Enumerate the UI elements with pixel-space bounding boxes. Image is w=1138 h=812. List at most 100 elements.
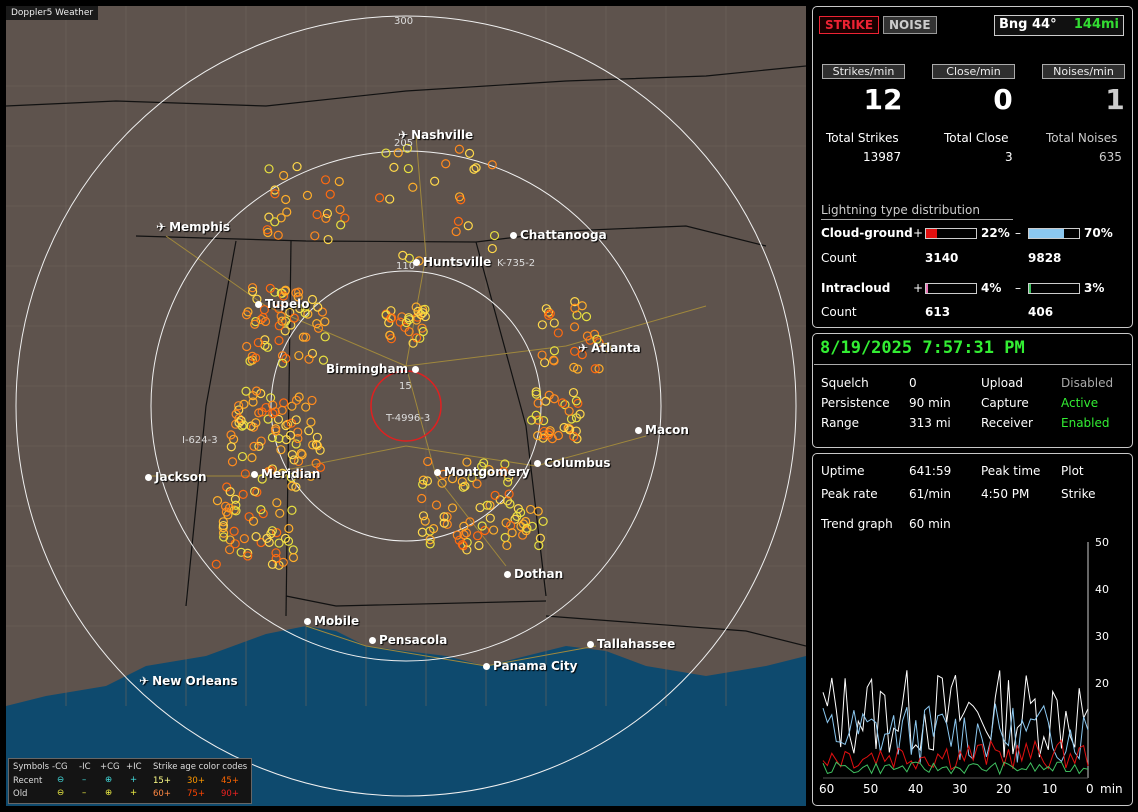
strike-marker <box>385 194 395 204</box>
strike-marker <box>315 462 326 472</box>
strike-marker <box>568 387 579 398</box>
strike-marker <box>270 189 280 199</box>
trend-graph-label: Trend graph <box>821 517 893 531</box>
strike-marker <box>223 510 233 520</box>
legend-age-label: Strike age color codes <box>153 762 248 772</box>
recent-pos-ic-icon: + <box>130 775 138 785</box>
strike-marker <box>565 425 575 435</box>
strike-marker <box>531 387 541 397</box>
city-dot-icon <box>434 469 441 476</box>
strike-marker <box>301 402 311 412</box>
strike-marker <box>592 334 602 344</box>
trend-graph-span: 60 min <box>909 517 951 531</box>
strike-marker <box>417 527 427 537</box>
airport-icon: ✈ <box>139 674 150 688</box>
strike-marker <box>278 358 288 368</box>
city-dot-icon <box>635 427 642 434</box>
strike-marker <box>294 392 304 402</box>
range-value: 313 mi <box>909 416 951 430</box>
strike-marker <box>323 234 333 245</box>
strike-marker <box>393 148 403 158</box>
city-mobile: Mobile <box>304 614 359 628</box>
strike-marker <box>251 532 261 542</box>
strike-marker <box>212 496 223 506</box>
strike-marker <box>292 161 302 172</box>
legend-pos-cg: +CG <box>100 762 120 772</box>
strike-marker <box>531 389 541 399</box>
strike-marker <box>340 213 350 223</box>
city-dot-icon <box>369 637 376 644</box>
strike-marker <box>439 512 449 522</box>
strike-marker <box>312 432 322 442</box>
strike-marker <box>312 319 322 329</box>
strike-marker <box>263 342 273 352</box>
strike-marker <box>463 221 473 231</box>
ic-positive-pct: 4% <box>981 281 1002 295</box>
receiver-label: Receiver <box>981 416 1033 430</box>
lightning-map[interactable]: Doppler5 Weather 300 205 110 15 I-624-3 … <box>6 6 806 806</box>
strike-marker <box>276 445 286 455</box>
noise-mode-button[interactable]: NOISE <box>883 16 937 34</box>
strike-marker <box>487 243 497 254</box>
ring-label-205: 205 <box>394 138 414 149</box>
upload-status: Disabled <box>1061 376 1114 390</box>
recent-pos-cg-icon: ⊕ <box>105 775 113 785</box>
strike-marker <box>539 426 549 437</box>
strike-marker <box>387 313 397 323</box>
plot-label: Plot <box>1061 464 1084 478</box>
strike-marker <box>306 417 316 427</box>
strike-marker <box>230 494 241 504</box>
city-dot-icon <box>587 641 594 648</box>
strike-marker <box>389 162 399 172</box>
strike-marker <box>472 479 482 489</box>
strike-marker <box>301 332 311 342</box>
strike-marker <box>218 517 228 527</box>
strike-legend: Symbols -CG -IC +CG +IC Strike age color… <box>8 758 252 804</box>
trend-line <box>822 761 1089 776</box>
strike-marker <box>291 415 301 425</box>
cg-negative-count: 9828 <box>1028 251 1062 265</box>
strike-marker <box>437 478 447 488</box>
strike-marker <box>282 207 292 217</box>
strike-marker <box>477 521 487 531</box>
strike-marker <box>572 310 582 320</box>
strike-marker <box>537 320 547 330</box>
age-90: 90+ <box>221 789 239 799</box>
strike-marker <box>533 506 543 516</box>
strike-marker <box>306 471 316 481</box>
strike-marker <box>479 458 489 468</box>
strike-marker <box>256 436 266 446</box>
cg-positive-count: 3140 <box>925 251 959 265</box>
city-jackson: Jackson <box>145 470 207 484</box>
strike-marker <box>280 326 290 336</box>
city-dot-icon <box>251 471 258 478</box>
airport-icon: ✈ <box>578 341 589 355</box>
strike-mode-button[interactable]: STRIKE <box>819 16 880 34</box>
strike-marker <box>460 481 470 491</box>
strike-marker <box>515 507 526 518</box>
strike-marker <box>581 312 592 322</box>
plot-type-value[interactable]: Strike <box>1061 487 1096 501</box>
strike-marker <box>569 362 579 372</box>
strike-marker <box>313 302 323 312</box>
strike-marker <box>274 321 284 331</box>
city-new-orleans: ✈ New Orleans <box>139 674 238 688</box>
city-dot-icon <box>304 618 311 625</box>
city-dot-icon <box>483 663 490 670</box>
strike-marker <box>321 213 331 223</box>
strike-marker <box>322 208 332 219</box>
strike-marker <box>279 398 289 408</box>
legend-neg-cg: -CG <box>52 762 68 772</box>
strike-marker <box>498 466 509 477</box>
strike-marker <box>273 414 284 424</box>
strike-marker <box>431 500 442 510</box>
strike-marker <box>297 450 307 460</box>
strike-marker <box>274 433 284 444</box>
strike-marker <box>224 503 234 513</box>
trend-panel: Uptime 641:59 Peak time Plot Peak rate 6… <box>812 453 1133 806</box>
strike-marker <box>249 441 259 451</box>
strike-marker <box>281 353 291 364</box>
distribution-title: Lightning type distribution <box>821 203 980 217</box>
strike-marker <box>563 423 573 433</box>
strike-marker <box>288 552 299 563</box>
